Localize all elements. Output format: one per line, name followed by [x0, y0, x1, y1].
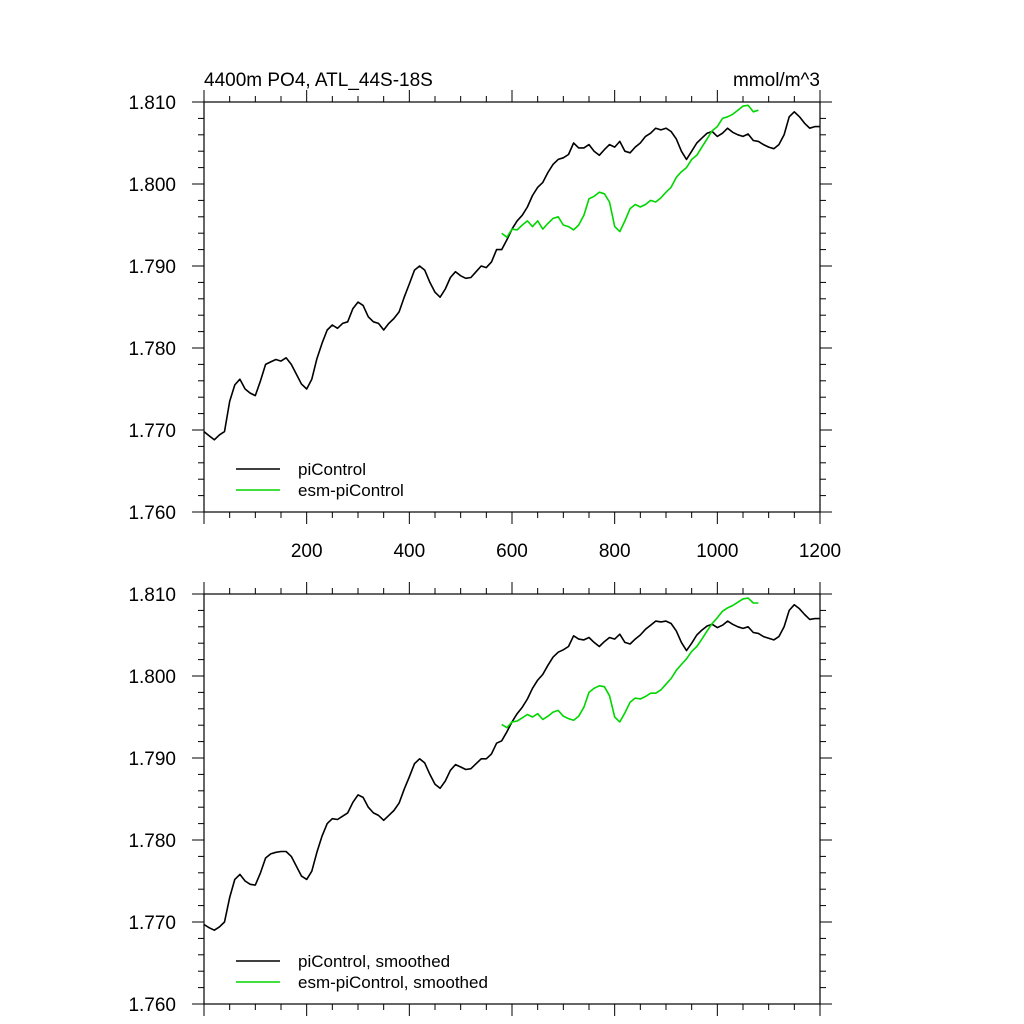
- y-tick-label: 1.770: [128, 421, 176, 442]
- x-axis-tick-labels: 200 400 600 800 1000 1200: [291, 541, 841, 562]
- x-tick-label: 1200: [799, 541, 841, 562]
- y-tick-label: 1.790: [128, 257, 176, 278]
- series-layer: [203, 597, 820, 932]
- x-tick-label: 200: [291, 541, 323, 562]
- x-tick-label: 400: [393, 541, 425, 562]
- legend-label-0: piControl: [298, 460, 366, 479]
- legend: piControl, smoothed esm-piControl, smoot…: [236, 952, 488, 992]
- legend-label-0: piControl, smoothed: [298, 952, 450, 971]
- y-tick-label: 1.800: [128, 175, 176, 196]
- series-line-0: [203, 603, 820, 932]
- series-line-1: [501, 104, 759, 239]
- legend-label-1: esm-piControl: [298, 481, 404, 500]
- y-tick-label: 1.760: [128, 995, 176, 1016]
- plot-frame: [203, 593, 821, 1005]
- units-label: mmol/m^3: [733, 70, 820, 91]
- y-tick-label: 1.780: [128, 339, 176, 360]
- series-layer: [203, 104, 820, 441]
- chart-panel-top: 4400m PO4, ATL_44S-18S mmol/m^3 200 400 60…: [128, 70, 841, 562]
- y-axis-tick-labels: 1.760 1.770 1.780 1.790 1.800 1.810: [128, 93, 176, 524]
- y-tick-label: 1.760: [128, 503, 176, 524]
- x-tick-label: 1000: [696, 541, 738, 562]
- y-tick-label: 1.780: [128, 831, 176, 852]
- legend-label-1: esm-piControl, smoothed: [298, 973, 488, 992]
- y-tick-label: 1.810: [128, 93, 176, 114]
- x-tick-label: 800: [599, 541, 631, 562]
- x-tick-label: 600: [496, 541, 528, 562]
- series-line-0: [203, 111, 820, 441]
- series-line-1: [501, 597, 759, 729]
- y-tick-label: 1.810: [128, 585, 176, 606]
- axis-ticks: [192, 582, 832, 1016]
- y-axis-tick-labels: 1.760 1.770 1.780 1.790 1.800 1.810: [128, 585, 176, 1016]
- y-tick-label: 1.800: [128, 667, 176, 688]
- y-tick-label: 1.790: [128, 749, 176, 770]
- axis-ticks: [192, 90, 832, 524]
- chart-panel-bottom: 1.760 1.770 1.780 1.790 1.800 1.810 piControl…: [128, 582, 832, 1016]
- chart-title: 4400m PO4, ATL_44S-18S: [204, 70, 433, 91]
- y-tick-label: 1.770: [128, 913, 176, 934]
- legend: piControl esm-piControl: [236, 460, 404, 500]
- plot-frame: [203, 101, 821, 513]
